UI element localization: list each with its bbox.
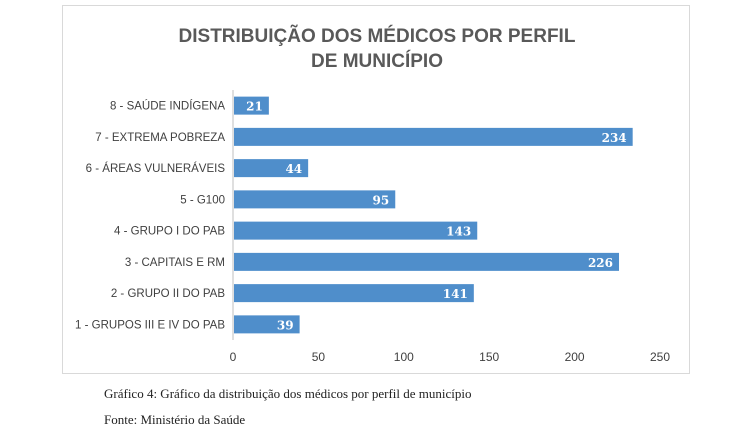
bar [234, 159, 309, 178]
bar [234, 315, 300, 334]
x-tick-label: 250 [650, 350, 670, 364]
category-label: 7 - EXTREMA POBREZA [95, 132, 225, 144]
figure-caption: Gráfico 4: Gráfico da distribuição dos m… [104, 386, 472, 401]
category-label: 2 - GRUPO II DO PAB [111, 288, 225, 300]
x-tick-label: 50 [312, 350, 326, 364]
bar [234, 252, 620, 271]
chart-title-text: DISTRIBUIÇÃO DOS MÉDICOS POR PERFIL DE M… [178, 26, 576, 72]
data-label: 234 [602, 131, 627, 145]
data-label: 141 [443, 287, 468, 301]
x-tick-label: 0 [230, 350, 237, 364]
bar [234, 284, 474, 303]
category-label: 3 - CAPITAIS E RM [125, 257, 225, 269]
source-caption: Fonte: Ministério da Saúde [104, 412, 246, 427]
x-tick-label: 150 [479, 350, 499, 364]
chart-title: DISTRIBUIÇÃO DOS MÉDICOS POR PERFIL DE M… [63, 24, 691, 74]
data-label: 143 [446, 225, 471, 239]
data-label: 21 [246, 100, 263, 114]
data-label: 95 [373, 193, 390, 207]
category-label: 1 - GRUPOS III E IV DO PAB [75, 319, 225, 331]
bar [234, 190, 396, 209]
category-label: 4 - GRUPO I DO PAB [114, 226, 225, 238]
data-label: 39 [277, 318, 294, 332]
category-label: 5 - G100 [180, 194, 225, 206]
category-label: 8 - SAÚDE INDÍGENA [110, 100, 225, 113]
data-label: 44 [285, 162, 302, 176]
bar [234, 96, 269, 115]
x-tick-label: 200 [565, 350, 585, 364]
data-label: 226 [588, 256, 613, 270]
bar [234, 127, 633, 146]
bar [234, 221, 478, 240]
chart-frame: DISTRIBUIÇÃO DOS MÉDICOS POR PERFIL DE M… [62, 5, 690, 374]
x-tick-label: 100 [394, 350, 414, 364]
category-label: 6 - ÁREAS VULNERÁVEIS [86, 162, 226, 175]
